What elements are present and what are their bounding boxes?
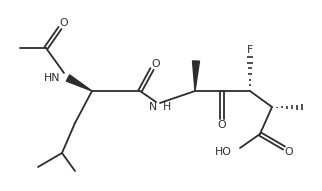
Polygon shape xyxy=(193,61,200,91)
Text: F: F xyxy=(247,45,253,55)
Text: O: O xyxy=(285,147,293,157)
Text: O: O xyxy=(152,59,160,69)
Text: O: O xyxy=(60,18,68,28)
Text: HO: HO xyxy=(215,147,232,157)
Text: N: N xyxy=(149,102,157,112)
Text: H: H xyxy=(163,102,171,112)
Polygon shape xyxy=(66,75,92,91)
Text: O: O xyxy=(218,120,226,130)
Text: HN: HN xyxy=(43,73,60,83)
